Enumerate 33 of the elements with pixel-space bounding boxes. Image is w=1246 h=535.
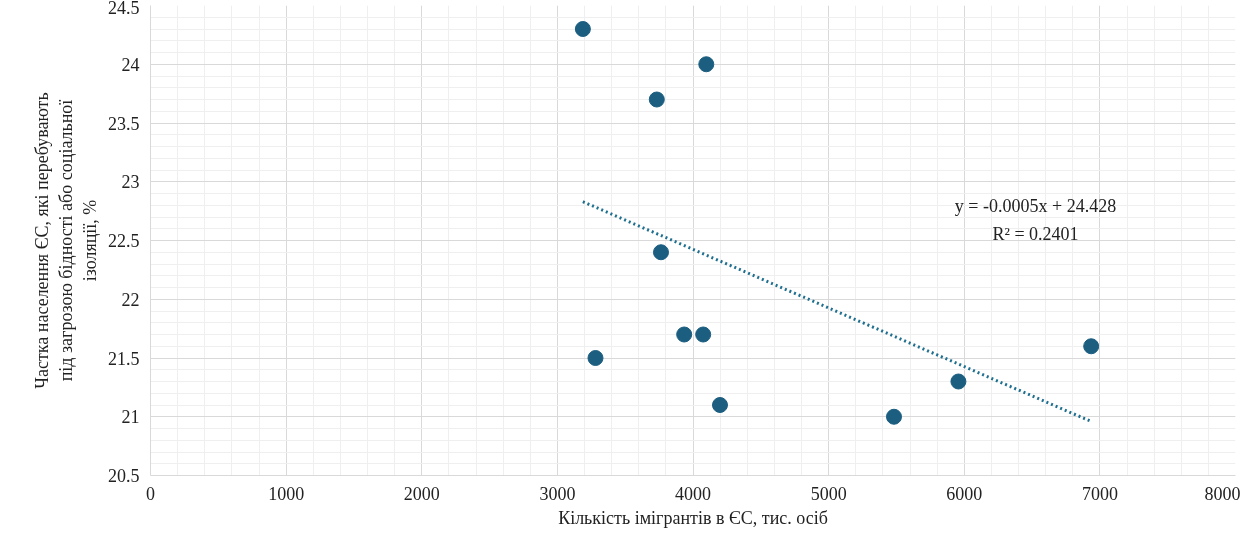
- annotation: R² = 0.2401: [992, 223, 1079, 244]
- x-tick-label: 7000: [1081, 483, 1118, 504]
- x-tick-label: 1000: [268, 483, 305, 504]
- y-tick-label: 24.5: [108, 0, 140, 18]
- y-tick-label: 24: [121, 54, 140, 75]
- y-tick-label: 21: [121, 407, 140, 428]
- x-tick-label: 4000: [675, 483, 711, 504]
- x-tick-label: 2000: [403, 483, 440, 504]
- y-tick-label: 21.5: [108, 348, 140, 369]
- point: [574, 21, 591, 37]
- y-axis-title: Частка населення ЄС, які перебувають під загрозою бідності або соціальної ізоляції, %: [32, 92, 100, 389]
- y-tick-label: 23.5: [108, 113, 140, 134]
- point: [676, 326, 693, 343]
- x-tick-label: 6000: [946, 483, 983, 504]
- x-tick-label: 3000: [539, 483, 576, 504]
- x-tick-label: 5000: [810, 483, 847, 504]
- y-tick-label: 20.5: [108, 466, 140, 486]
- y-tick-label: 22: [121, 289, 140, 310]
- point: [950, 373, 967, 390]
- point: [695, 326, 712, 343]
- y-tick-label: 23: [121, 172, 140, 193]
- point: [652, 244, 669, 261]
- point: [886, 408, 902, 425]
- point: [648, 91, 665, 108]
- point: [1083, 338, 1100, 355]
- x-axis-title: Кількість імігрантів в ЄС, тис. осіб: [558, 507, 828, 528]
- point: [698, 56, 715, 73]
- y-tick-label: 22.5: [108, 231, 140, 251]
- point: [587, 350, 604, 366]
- x-tick-label: 8000: [1204, 483, 1241, 504]
- x-tick-label: 0: [146, 483, 155, 504]
- point: [711, 397, 728, 413]
- annotation: y = -0.0005x + 24.428: [954, 195, 1117, 216]
